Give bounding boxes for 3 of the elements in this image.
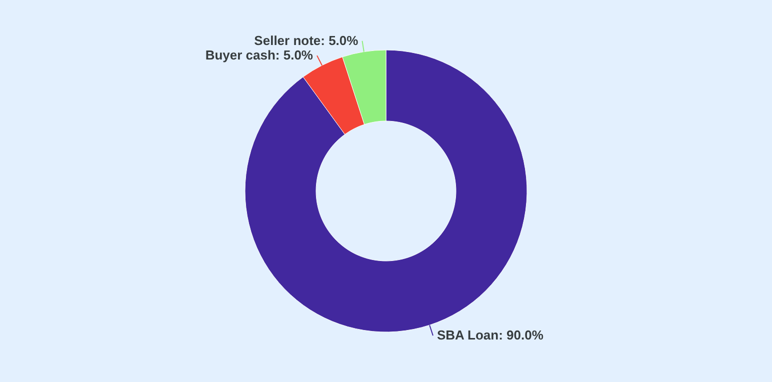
slice-label: Buyer cash: 5.0%: [205, 48, 314, 63]
slice-label: SBA Loan: 90.0%: [436, 328, 544, 343]
slice-label: Seller note: 5.0%: [254, 32, 359, 48]
